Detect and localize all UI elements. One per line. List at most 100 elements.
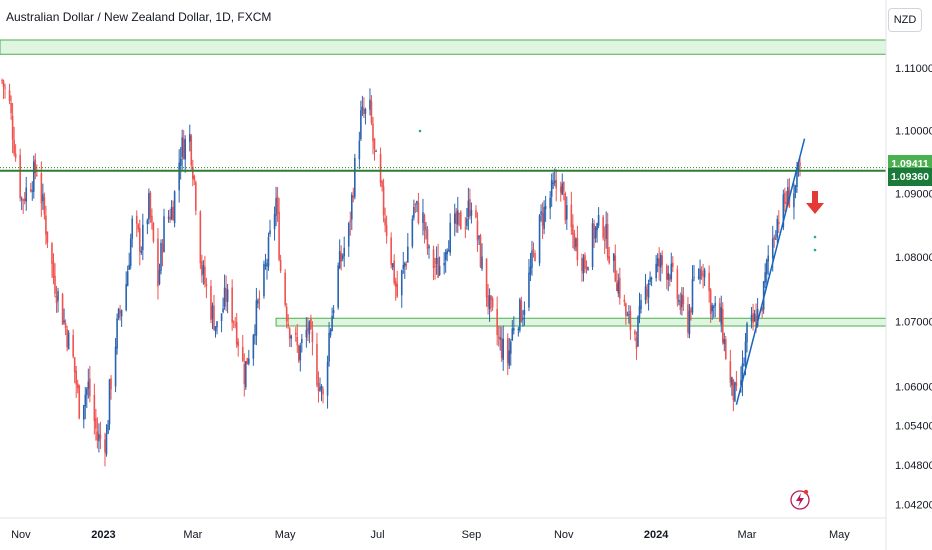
candle-body	[665, 265, 668, 280]
candle-body	[89, 378, 91, 397]
candle-body	[447, 249, 450, 252]
candle-body	[443, 262, 445, 266]
candle-body	[25, 187, 28, 202]
candle-body	[45, 215, 47, 235]
candle-body	[718, 303, 721, 322]
candle-body	[76, 383, 79, 389]
candle-body	[559, 186, 562, 193]
candle-body	[784, 192, 786, 204]
candle-body	[629, 310, 632, 330]
candle-body	[337, 265, 339, 308]
candle-body	[338, 250, 341, 269]
candle-body	[541, 213, 544, 226]
candle-body	[173, 191, 176, 224]
candle-body	[402, 264, 405, 269]
candle-body	[214, 326, 217, 332]
candle-body	[691, 279, 694, 313]
candle-body	[490, 295, 492, 301]
candle-body	[693, 277, 695, 279]
candle-body	[735, 382, 738, 386]
candle-body	[135, 215, 138, 224]
candle-body	[234, 324, 236, 326]
candle-body	[761, 307, 763, 312]
candle-body	[32, 161, 35, 192]
candle-body	[248, 358, 250, 364]
candle-body	[553, 180, 556, 183]
current-price-label: 1.09360	[888, 167, 932, 186]
candle-body	[138, 227, 141, 252]
candle-body	[369, 99, 371, 110]
candle-body	[273, 214, 276, 230]
candle-body	[332, 310, 335, 313]
candle-body	[782, 194, 785, 228]
candle-body	[349, 220, 352, 223]
candle-body	[305, 330, 308, 338]
candle-body	[647, 283, 650, 298]
candle-body	[581, 258, 583, 271]
candle-body	[82, 405, 85, 420]
candle-body	[635, 337, 638, 349]
candle-body	[756, 309, 759, 326]
candle-body	[119, 310, 121, 314]
candle-body	[184, 139, 187, 160]
candle-body	[617, 280, 620, 294]
candle-body	[606, 224, 609, 259]
candle-body	[509, 341, 512, 354]
candle-body	[211, 305, 214, 319]
candle-body	[496, 308, 498, 336]
candle-body	[573, 233, 576, 250]
candle-body	[385, 224, 388, 236]
candle-body	[216, 321, 218, 328]
candle-body	[576, 238, 579, 261]
candle-body	[341, 255, 344, 259]
candle-body	[714, 302, 717, 307]
candle-body	[731, 377, 733, 386]
candle-body	[235, 321, 238, 345]
time-tick: Jul	[370, 529, 384, 541]
candle-body	[373, 138, 376, 150]
candle-body	[116, 318, 118, 349]
candle-body	[668, 275, 671, 281]
candle-body	[258, 298, 261, 300]
candle-body	[331, 315, 333, 332]
candle-body	[552, 183, 554, 185]
candle-body	[72, 335, 74, 357]
candle-body	[417, 202, 420, 223]
candle-body	[358, 140, 361, 160]
price-tick: 1.09000	[895, 189, 932, 201]
candle-body	[182, 138, 185, 159]
candle-body	[670, 263, 673, 280]
candle-body	[105, 434, 108, 455]
candle-body	[529, 266, 532, 275]
candle-body	[57, 291, 59, 301]
candle-body	[372, 123, 374, 142]
candle-body	[778, 221, 780, 225]
candle-body	[587, 267, 589, 271]
candle-body	[297, 345, 300, 362]
candle-body	[98, 434, 100, 442]
candle-body	[195, 182, 197, 211]
candle-body	[188, 134, 191, 142]
candle-body	[31, 190, 34, 192]
support-trendline	[735, 138, 806, 405]
candle-body	[605, 224, 607, 239]
candle-body	[148, 193, 150, 220]
zones-layer	[0, 39, 887, 327]
candle-body	[96, 431, 99, 441]
candle-body	[561, 183, 564, 195]
currency-button[interactable]: NZD	[888, 8, 922, 32]
candle-body	[646, 289, 648, 297]
candle-body	[750, 314, 753, 322]
candle-body	[464, 227, 467, 229]
candle-body	[449, 222, 452, 253]
time-tick: Nov	[11, 529, 31, 541]
candle-body	[771, 238, 774, 259]
candle-body	[290, 335, 293, 339]
candle-body	[796, 167, 798, 187]
candle-body	[284, 272, 286, 305]
candle-body	[161, 243, 164, 253]
candle-body	[623, 299, 626, 302]
candle-body	[481, 256, 483, 269]
candle-body	[246, 358, 249, 365]
